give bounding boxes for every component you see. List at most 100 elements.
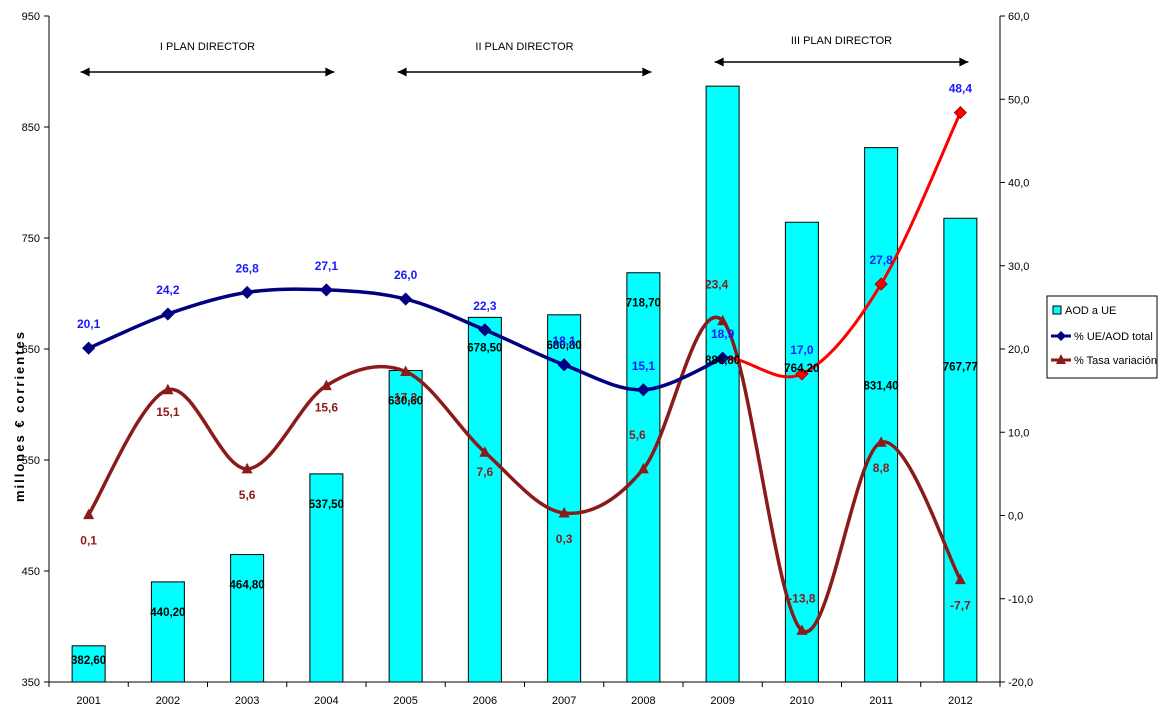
bar [150,581,185,683]
ue-aod-value-label: 15,1 [632,359,656,373]
tasa-variacion-marker [400,365,412,376]
arrow-head-right [325,67,335,77]
x-tick-label: 2009 [710,695,734,707]
plan-director-label: I PLAN DIRECTOR [160,41,255,53]
y-right-tick-label: 60,0 [1008,11,1029,23]
tasa-variacion-marker [479,446,491,457]
ue-aod-marker [161,307,175,321]
tasa-variacion-marker [558,507,570,518]
tasa-variacion-marker [320,379,332,391]
y-axis-left-label: millones € corrientes [12,330,27,502]
x-tick-label: 2001 [76,695,100,707]
bar [388,370,423,683]
x-tick-label: 2011 [869,695,893,707]
y-right-tick-label: 0,0 [1008,511,1023,523]
bar [943,217,978,683]
ue-aod-marker [953,106,967,120]
tasa-variacion-value-label: 15,6 [315,401,339,415]
y-right-tick-label: 20,0 [1008,344,1029,356]
ue-aod-value-label: 26,0 [394,268,418,282]
ue-aod-marker [478,323,492,337]
x-tick-label: 2002 [156,695,180,707]
ue-aod-value-label: 18,1 [552,334,576,348]
bar [626,272,661,683]
bar-value-label: 537,50 [309,499,344,511]
bar [784,221,819,683]
x-tick-label: 2008 [631,695,655,707]
y-right-tick-label: 50,0 [1008,94,1029,106]
ue-aod-marker [240,285,254,299]
ue-aod-marker [874,277,888,291]
bar [547,314,582,683]
bar-value-label: 440,20 [150,607,185,619]
tasa-variacion-value-label: 5,6 [239,488,256,502]
bar-value-label: 680,80 [547,340,582,352]
plan-director-label: II PLAN DIRECTOR [475,41,573,53]
tasa-variacion-marker [162,383,174,395]
ue-aod-value-label: 22,3 [473,299,497,313]
tasa-variacion-value-label: 0,3 [556,532,573,546]
tasa-variacion-marker [954,573,966,585]
legend-label: % Tasa variación [1074,355,1157,367]
tasa-variacion-value-label: -7,7 [950,599,971,613]
ue-aod-marker [82,341,96,355]
tasa-variacion-marker [796,624,808,635]
ue-aod-value-label: 20,1 [77,317,101,331]
x-tick-label: 2005 [393,695,417,707]
plan-director-label: III PLAN DIRECTOR [791,35,892,47]
tasa-variacion-line [87,315,962,634]
y-left-tick-label: 550 [22,455,40,467]
ue-aod-value-label: 17,0 [790,343,814,357]
arrow-head-left [397,67,407,77]
arrow-head-right [959,57,969,67]
y-left-tick-label: 750 [22,233,40,245]
bar-value-label: 831,40 [864,381,899,393]
tasa-variacion-value-label: 0,1 [80,534,97,548]
ue-aod-value-label: 27,8 [869,253,893,267]
tasa-variacion-value-label: 8,8 [873,461,890,475]
ue-aod-value-label: 48,4 [949,82,973,96]
x-tick-label: 2010 [790,695,814,707]
bar [467,316,502,683]
tasa-variacion-value-label: 17,3 [394,390,418,404]
lines-layer [82,106,967,635]
axes-layer: 350 450 550 650 750 850 950 -20,0 -10,0 0,0 10,0 20… [22,11,1033,707]
ue-aod-marker [795,367,809,381]
tasa-variacion-marker [241,462,253,474]
bar-value-label: 886,80 [705,355,740,367]
x-tick-label: 2007 [552,695,576,707]
legend: AOD a UE % UE/AOD total % Tasa variación [1046,295,1158,379]
tasa-variacion-marker [83,508,95,520]
arrow-head-left [80,67,90,77]
ue-aod-marker [557,358,571,372]
ue-aod-value-label: 18,9 [711,327,735,341]
bar-value-label: 764,20 [784,363,819,375]
y-right-tick-label: 10,0 [1008,427,1029,439]
y-left-tick-label: 850 [22,122,40,134]
bar-value-label: 718,70 [626,298,661,310]
y-right-tick-label: -10,0 [1008,594,1033,606]
ue-aod-value-label: 26,8 [235,261,259,275]
labels-layer: 382,60 440,20 464,80 537,50 630,60 678,50 680,… [71,82,978,667]
tasa-variacion-marker [875,436,887,447]
y-right-tick-label: 40,0 [1008,178,1029,190]
bar-value-label: 630,60 [388,396,423,408]
arrow-head-right [642,67,652,77]
bar [705,85,740,683]
ue-aod-value-label: 24,2 [156,283,180,297]
bar [71,645,106,683]
y-left-tick-label: 450 [22,566,40,578]
x-tick-label: 2004 [314,695,338,707]
arrow-head-left [714,57,724,67]
bar-value-label: 678,50 [467,342,502,354]
y-left-tick-label: 350 [22,677,40,689]
tasa-variacion-value-label: 23,4 [705,278,729,292]
tasa-variacion-value-label: 5,6 [629,428,646,442]
tasa-variacion-marker [717,314,729,326]
legend-swatch-marker [1056,354,1066,364]
y-left-tick-label: 950 [22,11,40,23]
ue-aod-line-highlight [722,111,962,379]
bars-layer [71,85,978,683]
legend-label: AOD a UE [1065,305,1116,317]
